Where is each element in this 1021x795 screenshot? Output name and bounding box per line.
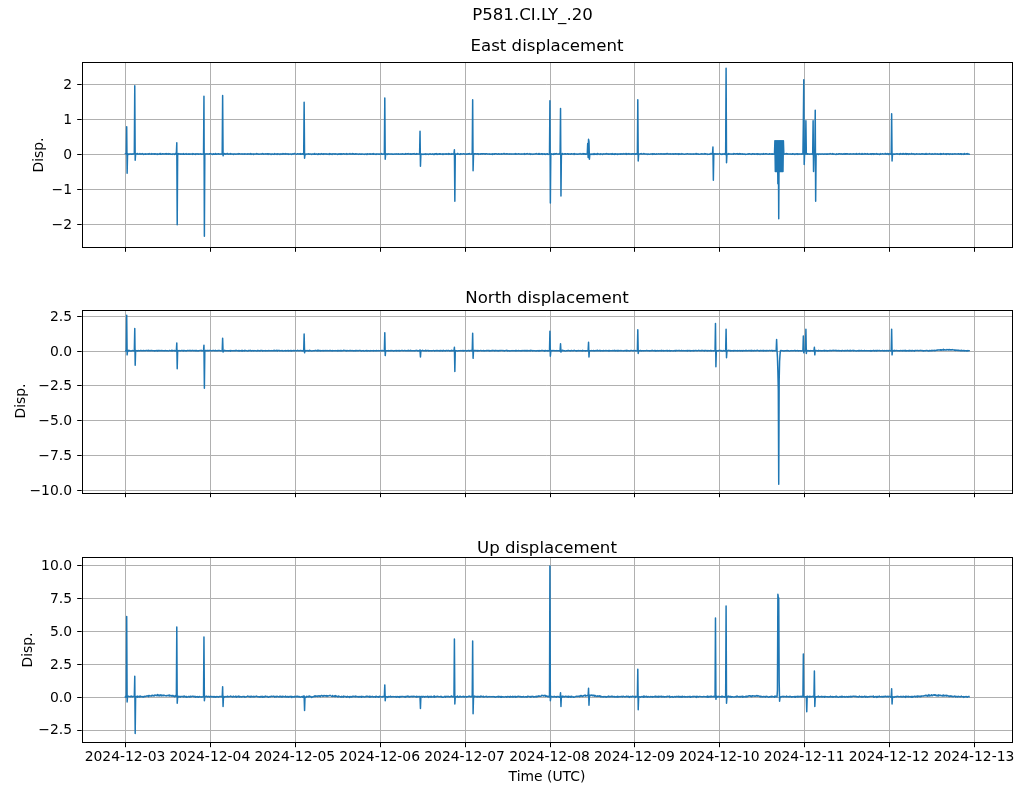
y-tick-label: 2.5 [2, 308, 72, 325]
y-tick-label: 2.5 [2, 656, 72, 673]
x-tick-label: 2024-12-10 [679, 748, 760, 765]
y-tick-label: 0.0 [2, 689, 72, 706]
figure: P581.CI.LY_.20 East displacement North d… [0, 0, 1021, 795]
x-axis-label: Time (UTC) [509, 768, 586, 785]
figure-title: P581.CI.LY_.20 [472, 5, 593, 25]
y-tick-label: −7.5 [2, 447, 72, 464]
x-tick-label: 2024-12-09 [594, 748, 675, 765]
x-tick-label: 2024-12-06 [339, 748, 420, 765]
x-tick-label: 2024-12-04 [170, 748, 251, 765]
y-tick-label: 0 [2, 146, 72, 163]
plot-canvas [0, 0, 1021, 795]
y-tick-label: −1 [2, 181, 72, 198]
subplot-title-up: Up displacement [477, 538, 617, 558]
x-tick-label: 2024-12-12 [849, 748, 930, 765]
x-tick-label: 2024-12-13 [934, 748, 1015, 765]
y-tick-label: −5.0 [2, 412, 72, 429]
x-tick-label: 2024-12-08 [509, 748, 590, 765]
y-tick-label: 10.0 [2, 557, 72, 574]
y-tick-label: 7.5 [2, 590, 72, 607]
subplot-title-north: North displacement [465, 288, 629, 308]
x-tick-label: 2024-12-11 [764, 748, 845, 765]
y-tick-label: −10.0 [2, 482, 72, 499]
x-tick-label: 2024-12-03 [85, 748, 166, 765]
y-tick-label: 1 [2, 111, 72, 128]
y-tick-label: 0.0 [2, 343, 72, 360]
x-tick-label: 2024-12-05 [254, 748, 335, 765]
y-tick-label: −2.5 [2, 377, 72, 394]
subplot-title-east: East displacement [471, 36, 624, 56]
y-tick-label: 2 [2, 76, 72, 93]
y-tick-label: −2.5 [2, 721, 72, 738]
x-tick-label: 2024-12-07 [424, 748, 505, 765]
y-tick-label: −2 [2, 216, 72, 233]
y-tick-label: 5.0 [2, 623, 72, 640]
